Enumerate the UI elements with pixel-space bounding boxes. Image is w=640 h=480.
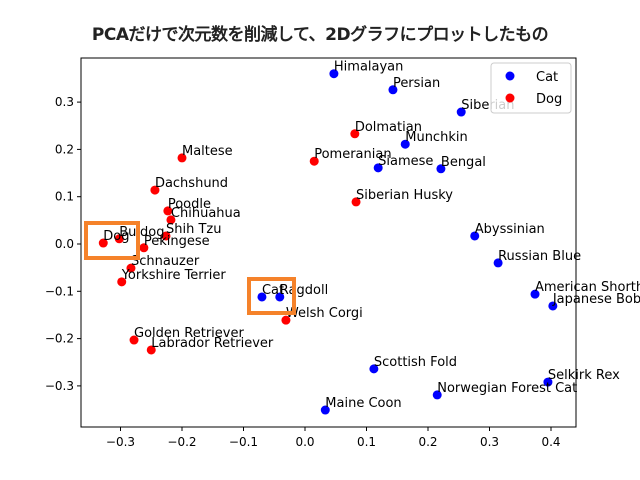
point-label: Selkirk Rex [548,368,620,383]
chart-title: PCAだけで次元数を削減して、2Dグラフにプロットしたもの [91,25,549,45]
point-label: Scottish Fold [374,355,457,370]
data-point-cat [275,292,285,302]
point-label: Maine Coon [325,396,401,411]
point-label: Maltese [182,144,233,159]
data-point-dog [163,206,173,216]
y-tick-label: −0.3 [45,379,74,393]
legend-marker-cat [505,71,515,81]
data-point-cat [320,405,330,415]
point-label: Poodle [168,197,211,212]
data-point-cat [257,292,267,302]
point-label: Cat [262,283,284,298]
data-point-dog [161,231,171,241]
y-tick-label: 0.2 [55,142,74,156]
point-label: Welsh Corgi [286,306,363,321]
data-point-cat [329,69,339,79]
point-label: Pekingese [144,234,210,249]
point-label: Labrador Retriever [151,336,274,351]
legend-label-cat: Cat [536,70,558,85]
y-tick-label: 0.1 [55,190,74,204]
point-label: Dog [103,229,129,244]
data-point-dog [129,335,139,345]
x-axis: −0.3 −0.2 −0.1 0.0 0.1 0.2 0.3 0.4 [106,427,561,449]
point-label: Russian Blue [498,249,581,264]
y-tick-label: 0.3 [55,95,74,109]
x-tick-label: 0.2 [418,435,437,449]
data-point-cat [470,231,480,241]
y-tick-label: 0.0 [55,237,74,251]
legend-label-dog: Dog [536,92,562,107]
legend-marker-dog [505,93,515,103]
data-point-cat [543,377,553,387]
point-label: Norwegian Forest Cat [437,381,577,396]
x-tick-label: 0.1 [357,435,376,449]
highlight-box-cat [247,277,296,315]
x-tick-label: −0.3 [106,435,135,449]
highlight-boxes [84,221,296,315]
point-label: Pomeranian [314,147,391,162]
point-label: Himalayan [334,60,404,75]
plot-frame [80,57,577,428]
x-tick-label: −0.1 [229,435,258,449]
data-point-cat [373,163,383,173]
point-label: Chihuahua [171,206,241,221]
data-point-cat [530,289,540,299]
y-tick-label: −0.1 [45,284,74,298]
highlight-box-dog [84,221,140,260]
point-label: Siberian Husky [356,188,453,203]
data-point-dog [350,129,360,139]
point-label: Bengal [441,155,486,170]
data-point-cat [400,139,410,149]
data-point-dog [98,238,108,248]
data-point-cat [432,390,442,400]
data-point-dog [177,153,187,163]
data-point-dog [150,185,160,195]
point-label: Siamese [378,154,433,169]
data-point-dog [139,243,149,253]
data-point-cat [548,301,558,311]
data-point-cat [493,258,503,268]
data-point-cat [369,364,379,374]
data-point-dog [309,156,319,166]
point-label: American Shorthair [535,280,640,295]
point-label: Munchkin [405,130,467,145]
point-label: Dachshund [155,176,228,191]
data-point-dog [351,197,361,207]
data-point-dog [114,234,124,244]
data-points [98,69,558,415]
data-point-cat [456,107,466,117]
x-tick-label: 0.3 [480,435,499,449]
y-tick-label: −0.2 [45,332,74,346]
point-label: Golden Retriever [134,326,244,341]
point-label: Yorkshire Terrier [121,268,227,283]
point-label: Schnauzer [131,254,200,269]
point-label: Dolmatian [355,120,422,135]
x-tick-label: −0.2 [167,435,196,449]
point-label: Buldog [119,225,164,240]
data-point-dog [281,315,291,325]
legend: Cat Dog [490,62,572,114]
y-axis: 0.3 0.2 0.1 0.0 −0.1 −0.2 −0.3 [45,95,81,393]
data-point-dog [117,277,127,287]
point-label: Shih Tzu [166,222,221,237]
data-point-dog [146,345,156,355]
x-tick-label: 0.0 [295,435,314,449]
data-point-cat [436,164,446,174]
data-point-dog [166,215,176,225]
x-tick-label: 0.4 [541,435,560,449]
data-point-dog [126,263,136,273]
point-label: Japanese Bobtail [552,292,640,307]
point-label: Persian [393,76,440,91]
data-point-cat [388,85,398,95]
point-label: Ragdoll [280,283,328,298]
point-label: Abyssinian [475,222,545,237]
